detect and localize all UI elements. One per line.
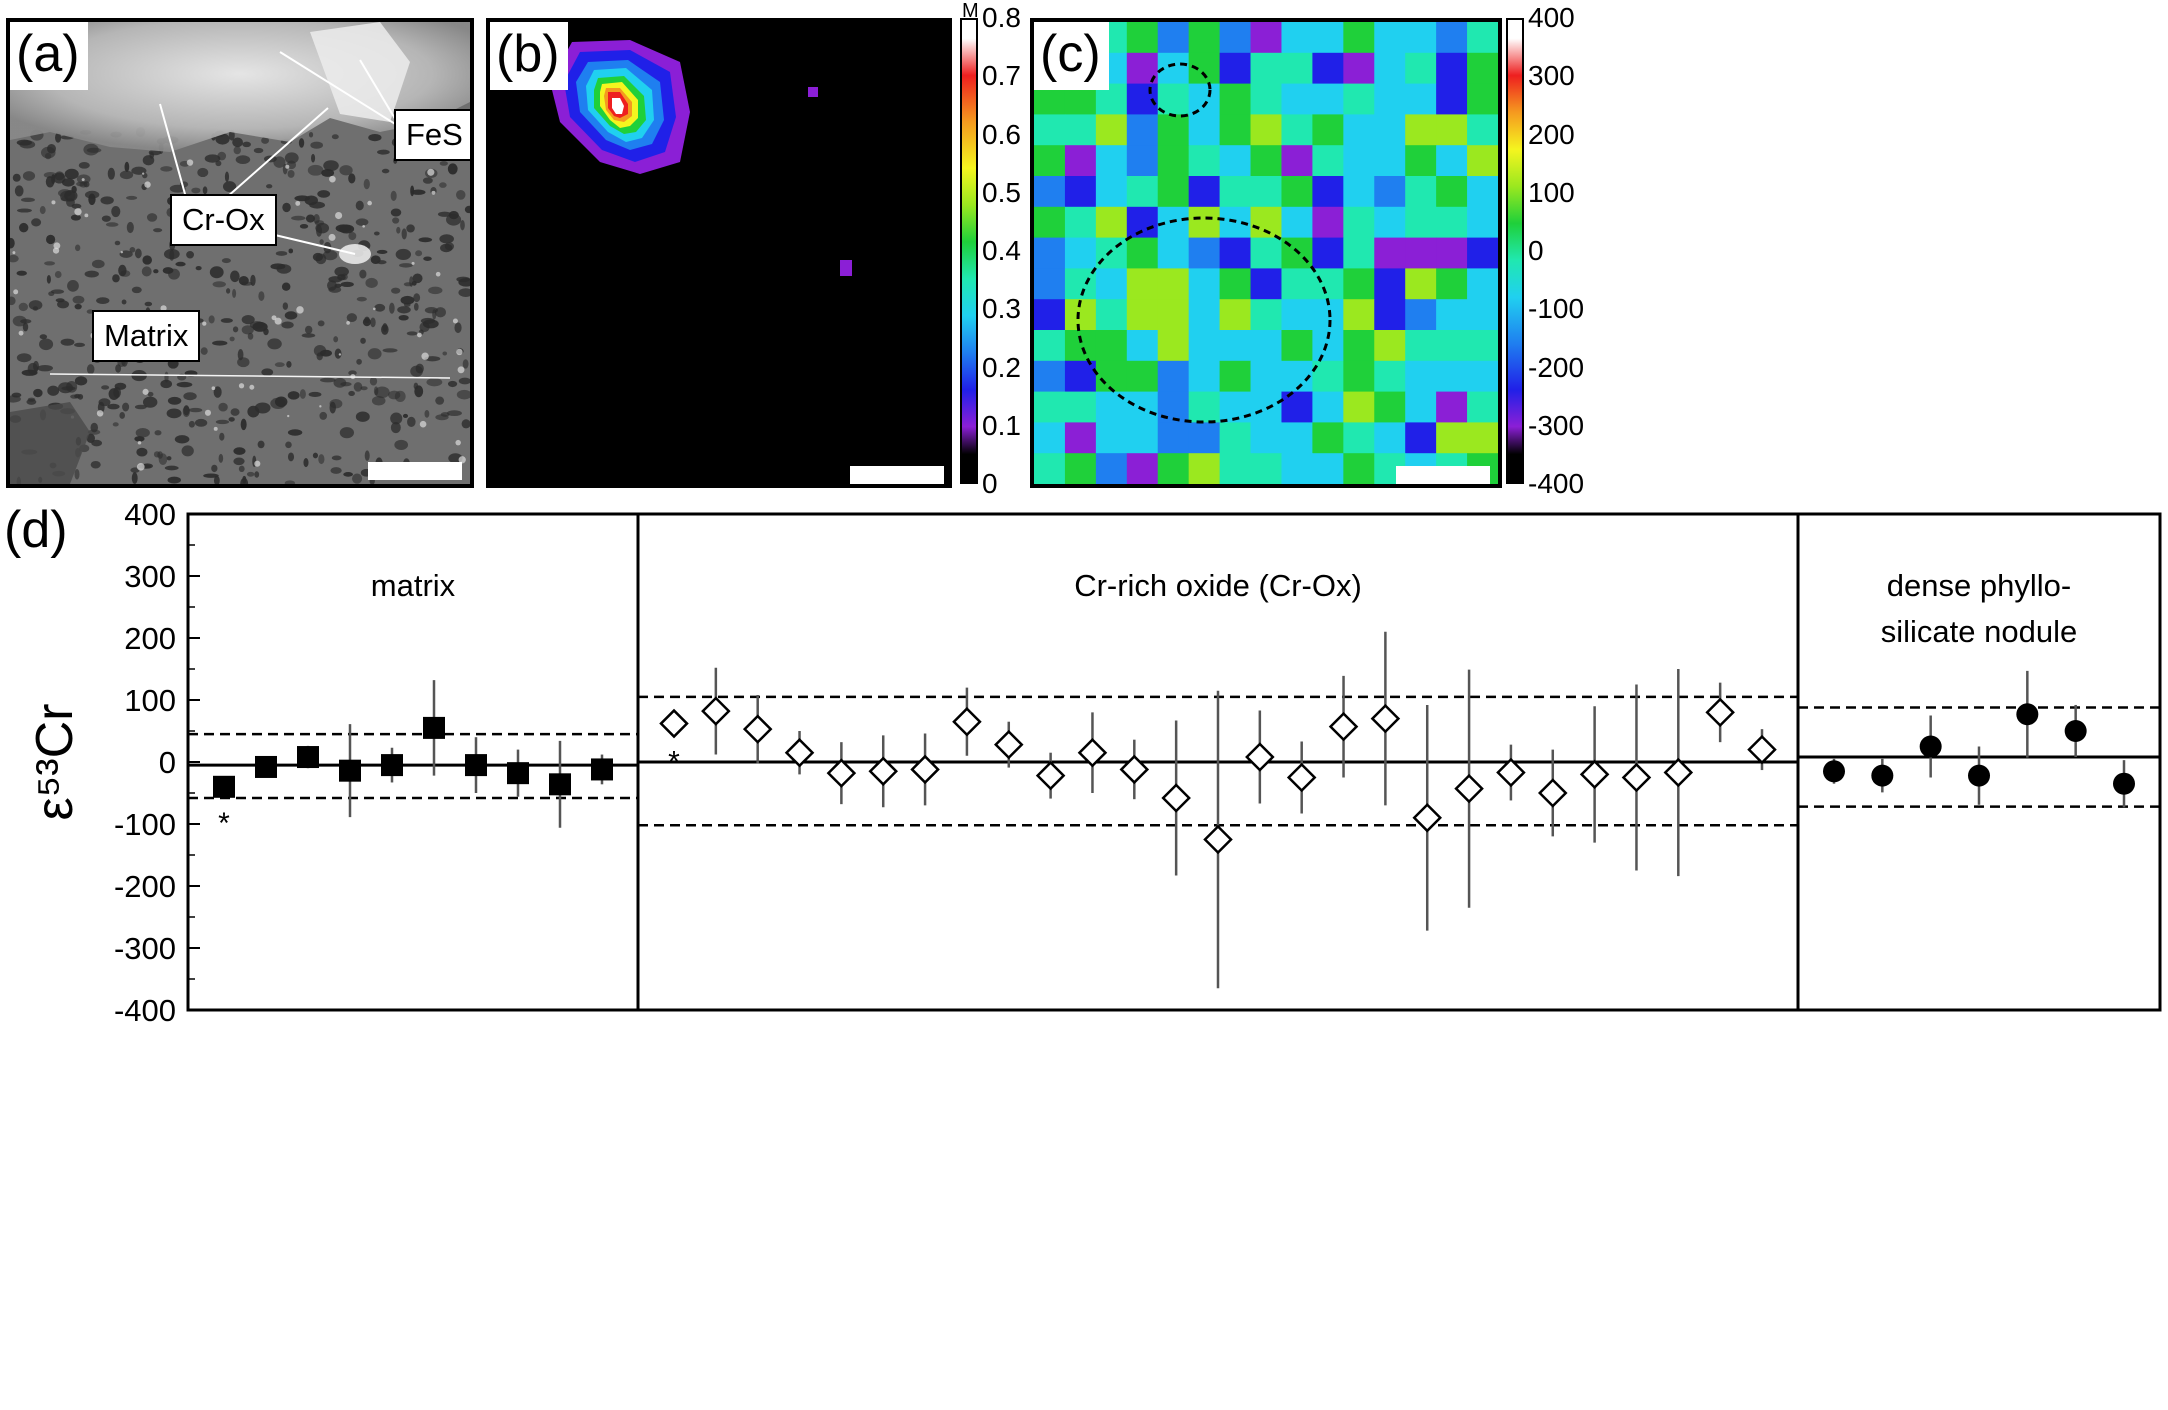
data-point bbox=[1077, 737, 1108, 768]
data-point bbox=[1919, 735, 1942, 758]
group-label: Cr-rich oxide (Cr-Ox) bbox=[1074, 568, 1362, 603]
data-point bbox=[2064, 720, 2087, 742]
data-point bbox=[1370, 703, 1401, 734]
y-tick-label: -400 bbox=[114, 993, 176, 1028]
isotope-grid-map bbox=[1034, 22, 1498, 484]
group-label: dense phyllo- bbox=[1887, 568, 2071, 603]
data-point bbox=[868, 756, 898, 787]
crox-label: Cr-Ox bbox=[170, 194, 277, 246]
isotope-map-panel: (c) bbox=[1030, 18, 1502, 488]
colorbar-b-tick: 0.2 bbox=[982, 351, 1021, 383]
data-point bbox=[2113, 772, 2135, 795]
colorbar-c-tick: 100 bbox=[1528, 176, 1575, 208]
y-tick-label: 100 bbox=[124, 683, 176, 718]
cr-map-panel: (b) bbox=[486, 18, 952, 488]
y-tick-label: 300 bbox=[124, 559, 176, 594]
colorbar-c-tick: -200 bbox=[1528, 351, 1585, 383]
colorbar-c-tick: 200 bbox=[1528, 118, 1575, 150]
asterisk-mark: * bbox=[668, 746, 680, 779]
y-tick-label: -200 bbox=[114, 869, 176, 904]
colorbar-c-tick: 400 bbox=[1528, 2, 1575, 33]
panel-b-label: (b) bbox=[490, 22, 568, 90]
data-point bbox=[1823, 760, 1845, 783]
data-point bbox=[742, 714, 773, 744]
data-point bbox=[213, 775, 235, 798]
data-point bbox=[591, 758, 613, 781]
colorbar-c-tick: 300 bbox=[1528, 60, 1575, 92]
data-point bbox=[381, 754, 403, 777]
data-point bbox=[1579, 759, 1610, 790]
data-point bbox=[507, 762, 529, 785]
data-point bbox=[1412, 803, 1442, 833]
colorbar-c-tick: -400 bbox=[1528, 468, 1585, 499]
data-point bbox=[952, 706, 982, 737]
data-point bbox=[826, 758, 857, 788]
data-point bbox=[1328, 711, 1359, 742]
scale-bar bbox=[850, 466, 944, 484]
fes-label: FeS bbox=[394, 109, 470, 161]
data-point bbox=[1663, 757, 1694, 788]
data-point bbox=[1035, 760, 1066, 791]
data-point bbox=[1538, 778, 1568, 808]
y-tick-label: -100 bbox=[114, 807, 176, 842]
colorbar-c-tick: 0 bbox=[1528, 235, 1544, 266]
panel-c-label: (c) bbox=[1034, 22, 1109, 90]
data-point bbox=[659, 708, 689, 739]
colorbar-b-tick: 0.3 bbox=[982, 293, 1021, 325]
colorbar-b bbox=[960, 18, 978, 484]
data-point bbox=[1119, 754, 1150, 785]
colorbar-c-tick: -100 bbox=[1528, 293, 1585, 325]
y-axis-label: ε⁵³Cr bbox=[26, 704, 84, 821]
data-point bbox=[339, 759, 361, 782]
data-point bbox=[1705, 697, 1735, 728]
data-point bbox=[1871, 764, 1894, 787]
colorbar-b-tick: 0.5 bbox=[982, 176, 1021, 208]
scale-bar bbox=[368, 462, 462, 480]
data-point bbox=[465, 754, 487, 777]
matrix-label: Matrix bbox=[92, 310, 201, 362]
colorbar-b-tick: 0.6 bbox=[982, 118, 1021, 150]
y-tick-label: 200 bbox=[124, 621, 176, 656]
data-point bbox=[549, 773, 571, 796]
data-point bbox=[2016, 703, 2039, 726]
scale-bar bbox=[1396, 466, 1490, 484]
data-point bbox=[1286, 762, 1317, 793]
panel-a-label: (a) bbox=[10, 22, 88, 90]
data-point bbox=[255, 755, 277, 778]
data-point bbox=[297, 746, 319, 769]
sem-image bbox=[10, 22, 470, 484]
data-point bbox=[701, 696, 731, 726]
colorbar-b-tick: 0.7 bbox=[982, 60, 1021, 92]
y-tick-label: 400 bbox=[124, 500, 176, 532]
data-point bbox=[994, 729, 1024, 760]
colorbar-b-tick: 0.8 bbox=[982, 2, 1021, 33]
colorbar-c-tick: -300 bbox=[1528, 409, 1585, 441]
isotope-chart: 400 300 200 100 0 -100 -200 -300 -400 ε⁵³Cr matrix… bbox=[26, 500, 2162, 1028]
colorbar-b-tick: 0.4 bbox=[982, 235, 1021, 266]
colorbar-b-tick: 0 bbox=[982, 468, 998, 499]
colorbar-c bbox=[1506, 18, 1524, 484]
data-point bbox=[1245, 742, 1275, 772]
y-tick-label: 0 bbox=[159, 745, 176, 780]
data-point bbox=[1747, 734, 1777, 765]
colorbar-b-tick: 0.1 bbox=[982, 409, 1021, 441]
group-label: silicate nodule bbox=[1881, 614, 2077, 649]
data-point bbox=[423, 716, 445, 739]
data-point bbox=[1496, 757, 1526, 788]
panel-d-label: (d) bbox=[4, 501, 68, 559]
data-point bbox=[1161, 783, 1191, 813]
data-point bbox=[910, 754, 940, 785]
data-point bbox=[1621, 762, 1652, 793]
y-tick-label: -300 bbox=[114, 931, 176, 966]
data-point bbox=[1203, 824, 1233, 855]
cr-intensity-map bbox=[550, 40, 852, 276]
data-point bbox=[1454, 773, 1484, 804]
data-point bbox=[1968, 764, 1990, 787]
asterisk-mark: * bbox=[218, 807, 230, 840]
group-label: matrix bbox=[371, 568, 456, 603]
data-point bbox=[784, 737, 815, 768]
sem-image-panel: (a) FeS Cr-Ox Matrix bbox=[6, 18, 474, 488]
colorbar-b-unit: M bbox=[962, 0, 979, 22]
